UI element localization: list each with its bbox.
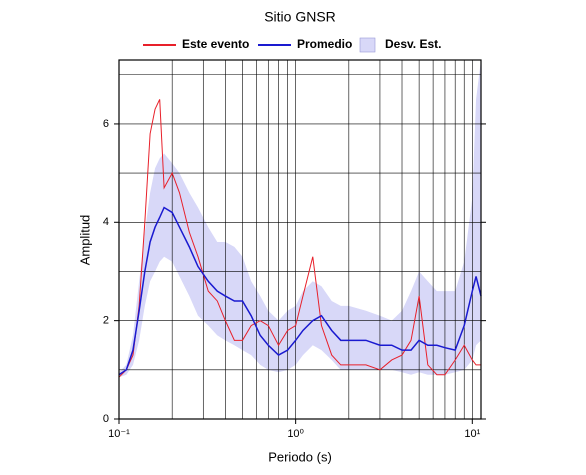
y-tick-label: 4 [103,216,109,228]
legend-label: Este evento [182,37,249,51]
y-axis-label: Amplitud [77,215,92,266]
y-tick-label: 2 [103,315,109,327]
legend-swatch [359,37,376,53]
chart-title: Sitio GNSR [264,9,336,25]
x-axis-label: Periodo (s) [268,449,332,464]
y-tick-label: 0 [103,413,109,425]
y-tick-label: 6 [103,118,109,130]
x-tick-label: 10⁻¹ [108,428,130,440]
series-line [118,99,481,378]
series-line [118,206,482,376]
legend-label: Promedio [297,37,352,51]
legend-label: Desv. Est. [385,37,441,51]
x-tick-label: 10⁰ [287,428,304,440]
x-tick-label: 10¹ [464,428,480,440]
plot-frame [118,59,482,420]
std-band [119,60,481,378]
